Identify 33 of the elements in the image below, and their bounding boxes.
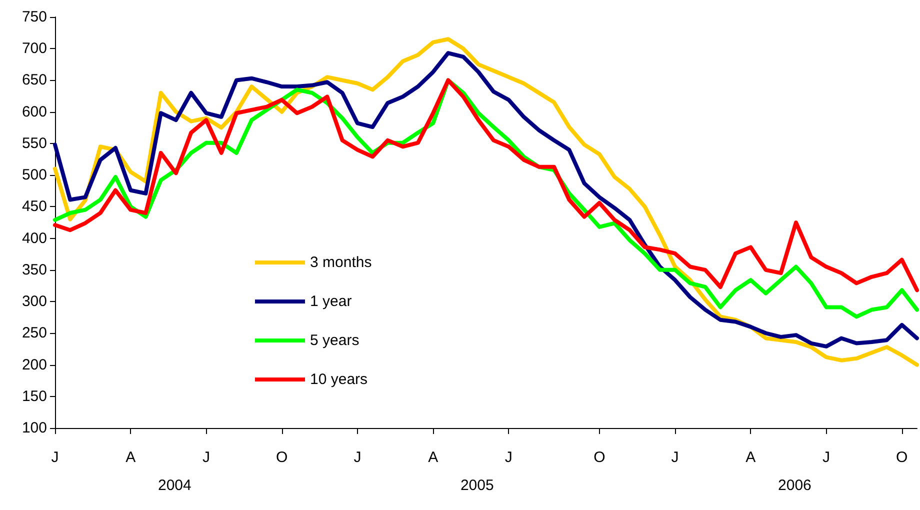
x-tick-label: J: [822, 449, 830, 466]
x-tick-label: O: [594, 449, 606, 466]
x-tick-label: A: [746, 449, 756, 466]
y-tick-label: 450: [22, 198, 47, 216]
text: 2005: [460, 477, 494, 494]
y-tick-label: 600: [22, 103, 47, 120]
x-tick-label: O: [896, 449, 908, 466]
y-tick-label: 250: [22, 324, 47, 342]
x-tick-label: J: [51, 449, 59, 466]
y-tick-label: 550: [22, 134, 47, 152]
x-tick-label: J: [202, 449, 210, 466]
legend-label: 3 months: [310, 254, 372, 271]
text: 2006: [778, 477, 812, 494]
y-tick-label: 350: [22, 261, 47, 278]
legend-label: 10 years: [310, 371, 368, 388]
y-tick-label: 100: [22, 420, 47, 436]
x-tick-label: A: [126, 449, 136, 466]
y-tick-label: 500: [22, 166, 47, 184]
y-tick-label: 300: [22, 293, 47, 310]
x-tick-label: J: [354, 449, 362, 466]
legend-label: 1 year: [310, 293, 352, 310]
y-tick-label: 400: [22, 230, 47, 247]
y-tick-label: 200: [22, 356, 47, 374]
legend-label: 5 years: [310, 332, 360, 349]
y-tick-label: 150: [22, 388, 47, 405]
y-tick-label: 650: [22, 72, 47, 89]
text: 2004: [158, 477, 192, 494]
x-tick-label: A: [428, 449, 438, 466]
x-tick-label: O: [276, 449, 288, 466]
x-tick-label: J: [671, 449, 679, 466]
y-tick-label: 750: [22, 8, 47, 26]
x-tick-label: J: [504, 449, 512, 466]
y-tick-label: 700: [22, 40, 47, 58]
